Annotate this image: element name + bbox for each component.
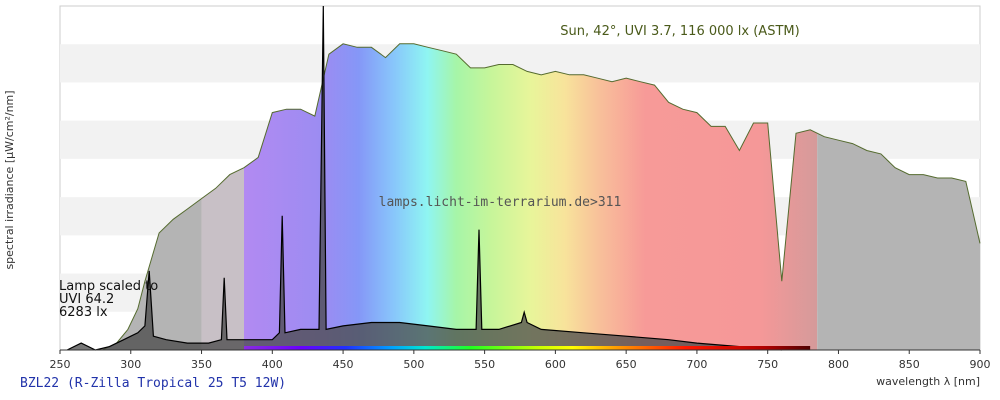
sun-spectrum-line xyxy=(102,43,981,351)
x-tick-label: 400 xyxy=(262,358,283,371)
x-tick-label: 250 xyxy=(50,358,71,371)
x-tick-label: 900 xyxy=(970,358,991,371)
x-tick-label: 500 xyxy=(403,358,424,371)
x-tick-label: 550 xyxy=(474,358,495,371)
x-tick-label: 750 xyxy=(757,358,778,371)
x-axis-ticks: 250 300 350 400 450 500 550 600 650 700 750 800 850 9… xyxy=(50,350,991,371)
x-tick-label: 650 xyxy=(616,358,637,371)
x-tick-label: 700 xyxy=(686,358,707,371)
x-tick-label: 350 xyxy=(191,358,212,371)
y-axis-label: spectral irradiance [µW/cm²/nm] xyxy=(3,90,16,269)
lamp-label-line-3: 6283 lx xyxy=(59,305,108,320)
sun-label: Sun, 42°, UVI 3.7, 116 000 lx (ASTM) xyxy=(560,24,799,39)
lamp-label-line-2: UVI 64.2 xyxy=(59,292,114,307)
chart-caption: BZL22 (R-Zilla Tropical 25 T5 12W) xyxy=(20,376,286,391)
x-tick-label: 450 xyxy=(333,358,354,371)
x-tick-label: 850 xyxy=(899,358,920,371)
lamp-spectrum-line xyxy=(66,5,782,351)
x-tick-label: 800 xyxy=(828,358,849,371)
x-axis-label: wavelength λ [nm] xyxy=(876,375,980,388)
x-tick-label: 300 xyxy=(120,358,141,371)
lamp-label-line-1: Lamp scaled to xyxy=(59,279,158,294)
visible-spectrum-bar xyxy=(244,346,811,350)
x-tick-label: 600 xyxy=(545,358,566,371)
watermark: lamps.licht-im-terrarium.de>311 xyxy=(379,195,622,210)
